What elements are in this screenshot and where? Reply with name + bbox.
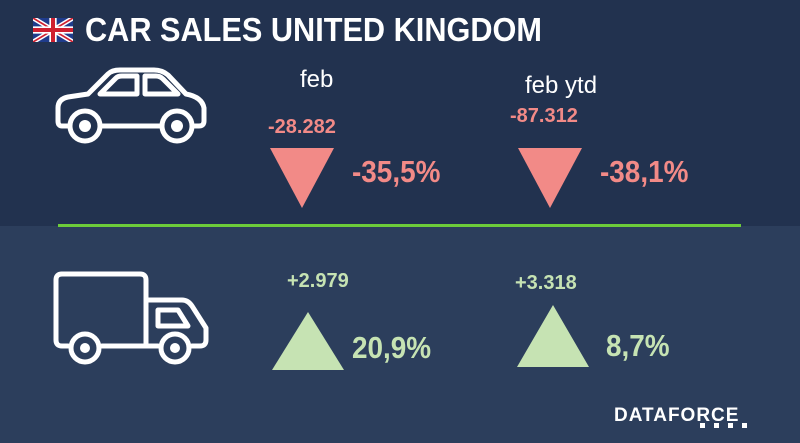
- truck-icon: [53, 271, 209, 365]
- cars-feb-down-arrow-icon: [270, 148, 334, 208]
- lcv-ytd-percent-change: 8,7%: [606, 328, 670, 363]
- lcv-ytd-up-arrow-icon: [517, 305, 589, 367]
- lcv-feb-percent-change: 20,9%: [352, 330, 432, 365]
- page-title: CAR SALES UNITED KINGDOM: [85, 11, 542, 48]
- divider-line: [58, 224, 741, 227]
- bottom-panel: [0, 226, 800, 443]
- column-label-feb-ytd: feb ytd: [525, 72, 598, 99]
- cars-feb-percent-change: -35,5%: [352, 154, 441, 189]
- uk-flag-icon: [33, 18, 73, 42]
- lcv-feb-absolute-change: +2.979: [287, 270, 349, 292]
- column-label-feb: feb: [300, 66, 334, 93]
- cars-ytd-percent-change: -38,1%: [600, 154, 689, 189]
- top-panel: [0, 0, 800, 226]
- cars-ytd-absolute-change: -87.312: [510, 105, 578, 127]
- car-icon: [55, 67, 207, 144]
- dataforce-logo: DATAFORCE: [614, 405, 740, 426]
- header: CAR SALES UNITED KINGDOM: [33, 10, 576, 50]
- cars-feb-absolute-change: -28.282: [268, 116, 336, 138]
- lcv-feb-up-arrow-icon: [272, 312, 344, 370]
- logo-dots-icon: [700, 423, 747, 428]
- cars-ytd-down-arrow-icon: [518, 148, 582, 208]
- lcv-ytd-absolute-change: +3.318: [515, 272, 577, 294]
